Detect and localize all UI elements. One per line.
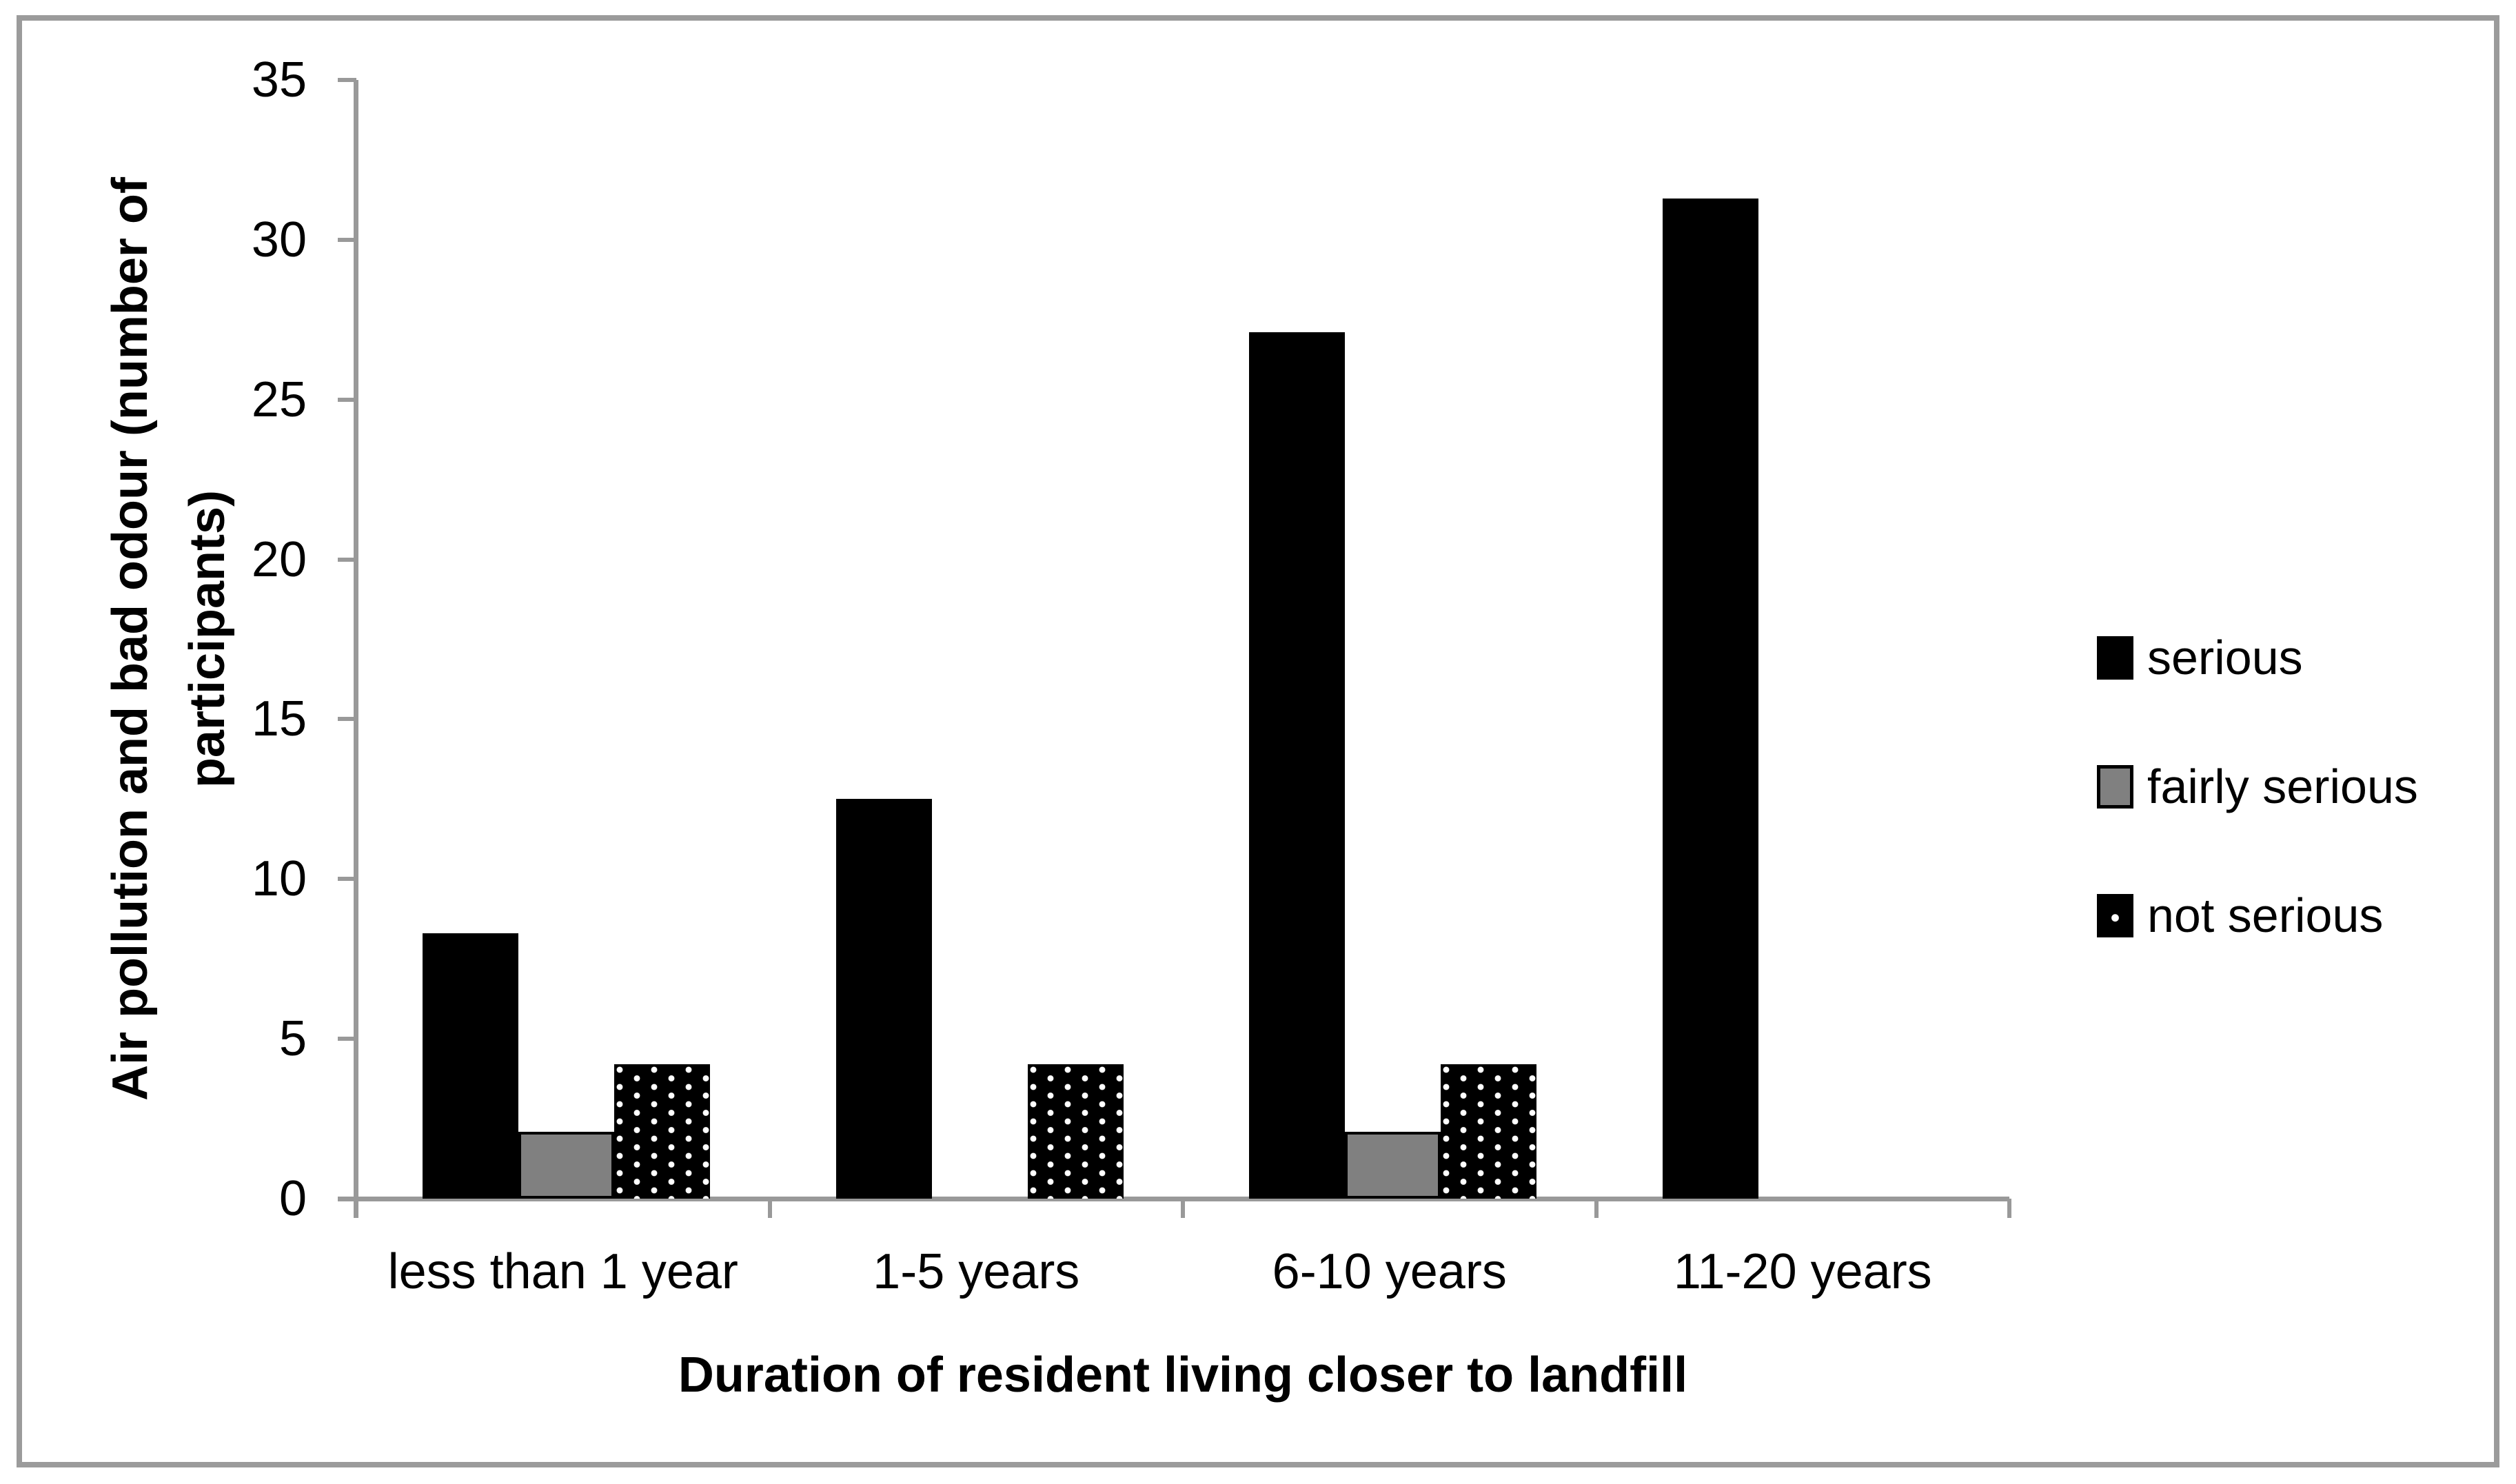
- category-label-1-5-years: 1-5 years: [873, 1244, 1080, 1299]
- bar-serious-less-than-1-year: [423, 933, 518, 1199]
- legend-label-not-serious: not serious: [2147, 888, 2384, 942]
- bar-not-serious-1-5-years: [1028, 1064, 1124, 1199]
- y-axis-title-line1: Air pollution and bad odour (number of: [103, 177, 158, 1101]
- legend-label-fairly-serious: fairly serious: [2147, 760, 2418, 813]
- category-label-11-20-years: 11-20 years: [1673, 1244, 1932, 1299]
- legend-item-not-serious: not serious: [2097, 891, 2418, 939]
- bar-not-serious-less-than-1-year: [614, 1064, 710, 1199]
- bar-serious-11-20-years: [1663, 199, 1758, 1199]
- y-tick-label: 20: [251, 531, 307, 587]
- x-tick: [767, 1199, 772, 1218]
- x-tick: [1594, 1199, 1599, 1218]
- y-tick-label: 35: [251, 52, 307, 108]
- y-tick: [338, 1197, 356, 1201]
- category-label-less-than-1-year: less than 1 year: [387, 1244, 738, 1299]
- bar-fairly-serious-6-10-years: [1345, 1132, 1441, 1199]
- bar-serious-1-5-years: [836, 799, 932, 1199]
- y-tick: [338, 877, 356, 882]
- y-tick: [338, 1037, 356, 1041]
- legend: serious fairly serious not serious: [2097, 633, 2418, 939]
- bar-serious-6-10-years: [1249, 332, 1345, 1199]
- x-axis-line: [338, 1197, 2009, 1201]
- y-axis-line: [354, 80, 358, 1218]
- y-tick-label: 10: [251, 851, 307, 907]
- bar-fairly-serious-less-than-1-year: [518, 1132, 614, 1199]
- y-tick: [338, 78, 356, 82]
- legend-label-serious: serious: [2147, 631, 2303, 684]
- bar-not-serious-6-10-years: [1441, 1064, 1536, 1199]
- y-tick-label: 0: [278, 1171, 307, 1226]
- y-tick-label: 30: [251, 212, 307, 267]
- legend-swatch-fairly-serious: [2097, 764, 2133, 809]
- y-tick-label: 15: [251, 691, 307, 747]
- x-tick: [2007, 1199, 2011, 1218]
- y-tick: [338, 557, 356, 562]
- figure-border: [17, 15, 2499, 1467]
- y-tick-label: 5: [278, 1011, 307, 1067]
- x-axis-title: Duration of resident living closer to la…: [678, 1348, 1688, 1403]
- plot-area: [338, 80, 2009, 1218]
- legend-item-fairly-serious: fairly serious: [2097, 762, 2418, 811]
- legend-swatch-not-serious: [2097, 893, 2133, 937]
- x-tick: [1181, 1199, 1185, 1218]
- legend-swatch-serious: [2097, 636, 2133, 680]
- x-tick: [354, 1199, 358, 1218]
- y-tick: [338, 237, 356, 242]
- legend-item-serious: serious: [2097, 633, 2418, 682]
- y-tick: [338, 717, 356, 722]
- y-tick: [338, 397, 356, 402]
- category-label-6-10-years: 6-10 years: [1272, 1244, 1507, 1299]
- y-tick-label: 25: [251, 372, 307, 427]
